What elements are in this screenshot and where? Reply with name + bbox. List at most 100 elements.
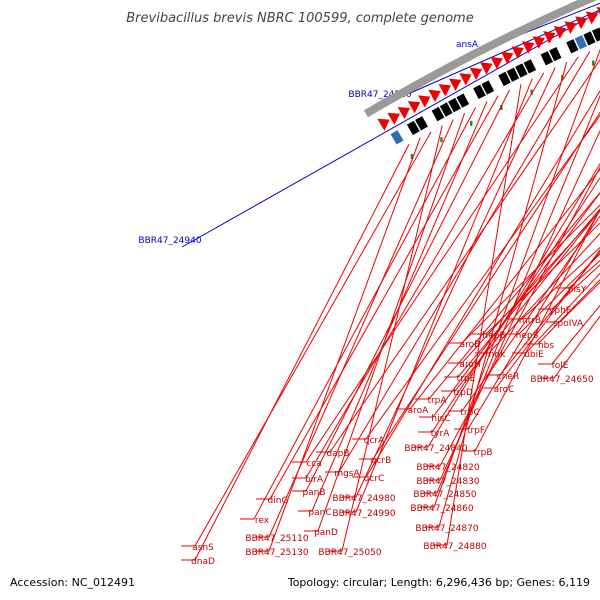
gene-arrow <box>377 118 390 131</box>
label-leader-line <box>181 131 432 547</box>
label-leader-line <box>426 166 600 467</box>
feature-block <box>481 80 495 95</box>
label-leader-line <box>454 209 600 430</box>
inner-dot <box>470 120 473 126</box>
gene-arrow <box>418 95 431 108</box>
blue-gene-label: BBR47_24940 <box>138 236 201 246</box>
gene-label: aroA <box>408 406 430 416</box>
gene-label: hepS <box>516 331 539 341</box>
feature-block <box>523 59 537 74</box>
gene-arrow <box>553 26 567 39</box>
feature-block <box>498 71 511 87</box>
feature-block-track <box>390 27 600 145</box>
gene-label: hisC <box>431 414 450 424</box>
gene-label: rex <box>255 516 270 526</box>
label-leader-line <box>540 315 600 379</box>
label-leader-line <box>508 246 600 320</box>
label-leader-line <box>316 59 600 453</box>
gene-arrow <box>522 41 535 54</box>
label-leader-line <box>433 84 522 546</box>
gene-label: BBR47_24830 <box>416 477 479 487</box>
label-leaders <box>181 48 600 561</box>
label-leader-line <box>414 162 600 448</box>
feature-block <box>456 93 470 108</box>
label-leader-line <box>240 107 477 520</box>
gene-arrow <box>397 106 410 120</box>
label-leader-line <box>472 222 600 335</box>
blue-leader-line <box>391 9 600 102</box>
label-leader-line <box>448 215 600 412</box>
gene-label: trpF <box>467 426 485 436</box>
feature-block <box>583 31 596 46</box>
gene-label: BBR47_24850 <box>413 490 476 500</box>
label-leader-line <box>461 208 600 452</box>
blue-gene-label: ansA <box>456 40 479 50</box>
feature-block <box>439 102 453 117</box>
gene-label: aroH <box>459 360 480 370</box>
gene-arrow <box>469 67 482 81</box>
gene-label: cca <box>306 459 321 469</box>
blue-gene-markers: ansA BBR47_24520 BBR47_24940 <box>138 2 600 248</box>
inner-dot <box>440 137 443 143</box>
gene-label: BBR47_24860 <box>410 504 473 514</box>
gene-arrow <box>428 89 441 103</box>
label-leader-line <box>352 90 600 478</box>
gene-label: aroB <box>460 340 481 350</box>
gene-arrow-track <box>377 6 600 131</box>
feature-block <box>473 84 486 100</box>
gene-label: BBR47_24980 <box>332 494 395 504</box>
label-leader-line <box>505 253 600 335</box>
label-leader-line <box>419 192 600 418</box>
gene-label: dapB <box>326 449 349 459</box>
label-leader-line <box>255 137 421 552</box>
gene-label: BBR47_24650 <box>530 375 593 385</box>
blue-leader-line <box>181 10 600 248</box>
feature-block <box>431 106 445 122</box>
gene-label: trpB <box>473 448 492 458</box>
label-leader-line <box>546 281 600 323</box>
gene-label: trpA <box>427 396 447 406</box>
blue-leader-line <box>478 2 600 52</box>
gene-label: BBR47_24840 <box>404 444 467 454</box>
label-leader-line <box>524 279 600 345</box>
label-leader-line <box>482 249 600 389</box>
feature-block <box>591 27 600 42</box>
label-leader-line <box>415 191 600 400</box>
feature-block <box>506 67 520 82</box>
label-leader-line <box>181 144 410 561</box>
label-leader-line <box>256 95 499 500</box>
label-leader-line <box>352 114 600 440</box>
label-leader-line <box>304 113 465 532</box>
gene-arrow <box>438 84 451 97</box>
gene-arrow <box>575 16 588 30</box>
gene-arrow <box>532 36 545 49</box>
label-leader-line <box>292 89 511 492</box>
gene-arrow <box>387 112 400 125</box>
gene-label: birA <box>305 475 324 485</box>
gene-label: BBR47_25050 <box>318 548 381 558</box>
gene-label: BBR47_24870 <box>415 524 478 534</box>
label-leader-line <box>420 48 600 508</box>
inner-dot <box>591 60 595 66</box>
gene-label: BBR47_24990 <box>332 509 395 519</box>
genome-summary-text: Topology: circular; Length: 6,296,436 bp… <box>287 576 590 589</box>
gene-label: trpD <box>453 388 473 398</box>
feature-block <box>448 97 461 113</box>
gene-label: folE <box>552 361 569 371</box>
gene-arrow <box>501 51 514 65</box>
feature-block <box>390 130 404 145</box>
label-leader-line <box>538 264 600 310</box>
gene-arrow <box>459 73 472 86</box>
label-leader-line <box>418 177 600 433</box>
gene-label: qcrA <box>364 436 385 446</box>
backbone-track <box>363 0 598 118</box>
gene-arrow <box>480 62 493 75</box>
gene-label: asnS <box>192 543 214 553</box>
gene-label: tyrA <box>431 429 451 439</box>
label-leader-line <box>423 94 600 494</box>
gene-label: hbs <box>538 341 554 351</box>
gene-label: BBR47_25110 <box>245 534 308 544</box>
page-title: Brevibacillus brevis NBRC 100599, comple… <box>126 11 473 26</box>
label-leader-line <box>448 210 600 364</box>
